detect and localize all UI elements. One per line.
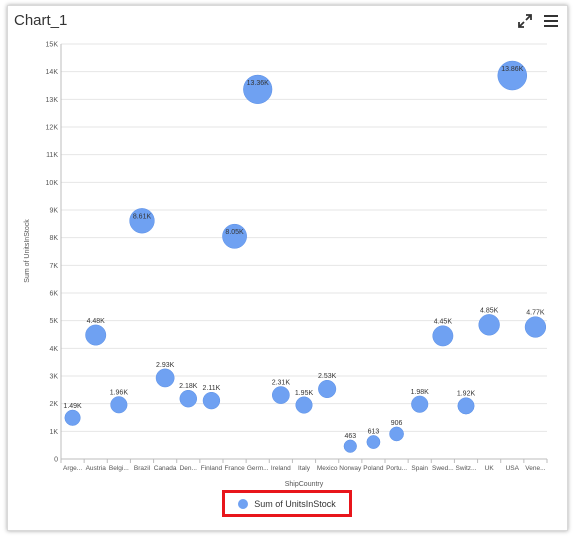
chart-title: Chart_1 [14, 12, 68, 29]
chart-widget: Chart_1 [7, 5, 568, 531]
expand-icon[interactable] [517, 13, 533, 29]
legend-marker [238, 498, 249, 509]
legend-label: Sum of UnitsInStock [254, 498, 336, 509]
legend[interactable]: Sum of UnitsInStock [222, 490, 352, 517]
hamburger-menu-icon[interactable] [543, 13, 559, 29]
chart-toolbar [517, 13, 559, 29]
